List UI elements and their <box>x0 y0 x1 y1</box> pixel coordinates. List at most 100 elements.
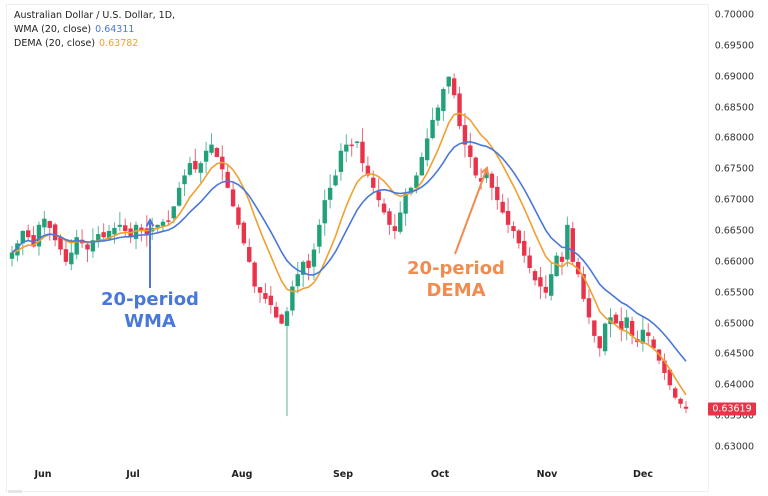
candle <box>376 178 381 208</box>
candle <box>624 309 629 341</box>
price-tick-label: 0.67500 <box>714 163 754 175</box>
month-tick-label: Nov <box>536 469 558 480</box>
candle <box>424 128 430 167</box>
time-axis[interactable]: Jun Jul Aug Sep Oct Nov Dec <box>0 466 708 486</box>
candle <box>592 320 597 343</box>
candle <box>667 368 673 391</box>
candle <box>63 240 69 266</box>
price-tick-label: 0.64000 <box>714 379 754 391</box>
candle <box>527 247 532 274</box>
price-tick-label: 0.66000 <box>714 256 754 268</box>
wma-value: 0.64311 <box>95 24 135 35</box>
candle <box>263 283 268 304</box>
price-axis-separator <box>708 4 709 490</box>
candle <box>9 245 15 267</box>
candle <box>176 181 182 207</box>
candle <box>25 224 31 242</box>
candle <box>673 386 678 400</box>
month-tick-label: Jul <box>126 469 140 480</box>
candle <box>360 128 365 173</box>
candle <box>338 143 344 181</box>
candle <box>112 222 117 244</box>
candle <box>516 228 522 249</box>
candle <box>381 198 387 215</box>
candle <box>489 171 495 201</box>
candle <box>42 211 47 234</box>
candle <box>225 165 230 189</box>
candle <box>117 211 123 232</box>
candle <box>69 239 74 271</box>
candle <box>290 280 295 316</box>
candle <box>565 216 570 267</box>
candle <box>511 221 516 239</box>
candle <box>441 87 446 121</box>
candle <box>257 287 263 303</box>
price-tick-label: 0.63000 <box>714 441 754 453</box>
candle <box>274 301 279 319</box>
candle <box>284 307 290 417</box>
candle <box>236 204 241 229</box>
candle <box>570 221 575 264</box>
candle <box>543 275 549 299</box>
wma-line <box>11 140 687 362</box>
candle <box>139 223 144 242</box>
candle <box>683 401 689 413</box>
candle <box>559 252 565 276</box>
candle <box>344 134 349 163</box>
price-tick-label: 0.69500 <box>714 40 754 52</box>
candle <box>468 132 473 168</box>
candle <box>354 140 360 148</box>
price-tick-label: 0.67000 <box>714 194 754 206</box>
candle <box>505 197 511 234</box>
candle <box>198 161 203 183</box>
candle <box>230 182 236 208</box>
candle <box>586 289 592 325</box>
candle <box>602 322 608 356</box>
candle <box>300 260 306 287</box>
month-tick-label: Sep <box>332 469 354 480</box>
last-price-tag: 0.63619 <box>708 402 756 416</box>
legend-wma[interactable]: WMA (20, close) 0.64311 <box>14 24 135 35</box>
candle <box>651 336 656 350</box>
candle <box>457 86 462 130</box>
candle <box>295 261 300 294</box>
price-tick-label: 0.68000 <box>714 132 754 144</box>
candlestick-plot[interactable] <box>0 0 708 466</box>
candle <box>47 220 52 241</box>
price-tick-label: 0.64500 <box>714 348 754 360</box>
candle <box>327 174 333 209</box>
candle <box>193 148 198 173</box>
price-tick-label: 0.63500 <box>714 410 754 422</box>
dema-value: 0.63782 <box>99 38 139 49</box>
candle <box>495 176 500 210</box>
candle <box>532 269 538 286</box>
wma-annotation: 20-period WMA <box>101 289 199 332</box>
price-tick-label: 0.69000 <box>714 71 754 83</box>
chart-frame <box>6 4 709 492</box>
candle <box>349 138 354 157</box>
candle <box>435 104 441 126</box>
price-tick-label: 0.70000 <box>714 9 754 21</box>
legend-dema[interactable]: DEMA (20, close) 0.63782 <box>14 38 139 49</box>
candle <box>640 316 646 352</box>
month-tick-label: Aug <box>231 469 253 480</box>
candle <box>74 229 79 260</box>
candle <box>322 189 327 236</box>
candle <box>247 238 252 264</box>
price-tick-label: 0.66500 <box>714 225 754 237</box>
candle <box>311 243 317 280</box>
price-tick-label: 0.68500 <box>714 102 754 114</box>
dema-arrow-icon <box>454 166 489 255</box>
candle <box>522 230 527 263</box>
candle <box>241 220 247 246</box>
candle <box>252 261 257 294</box>
candle <box>451 73 457 99</box>
candle <box>203 141 209 174</box>
price-axis[interactable]: 0.70000 0.69500 0.69000 0.68500 0.68000 0.675… <box>712 0 768 496</box>
candle <box>31 226 36 248</box>
candle <box>306 253 311 281</box>
dema-line <box>11 112 687 396</box>
candle <box>268 285 274 314</box>
candle <box>538 267 543 300</box>
candle <box>549 262 554 301</box>
